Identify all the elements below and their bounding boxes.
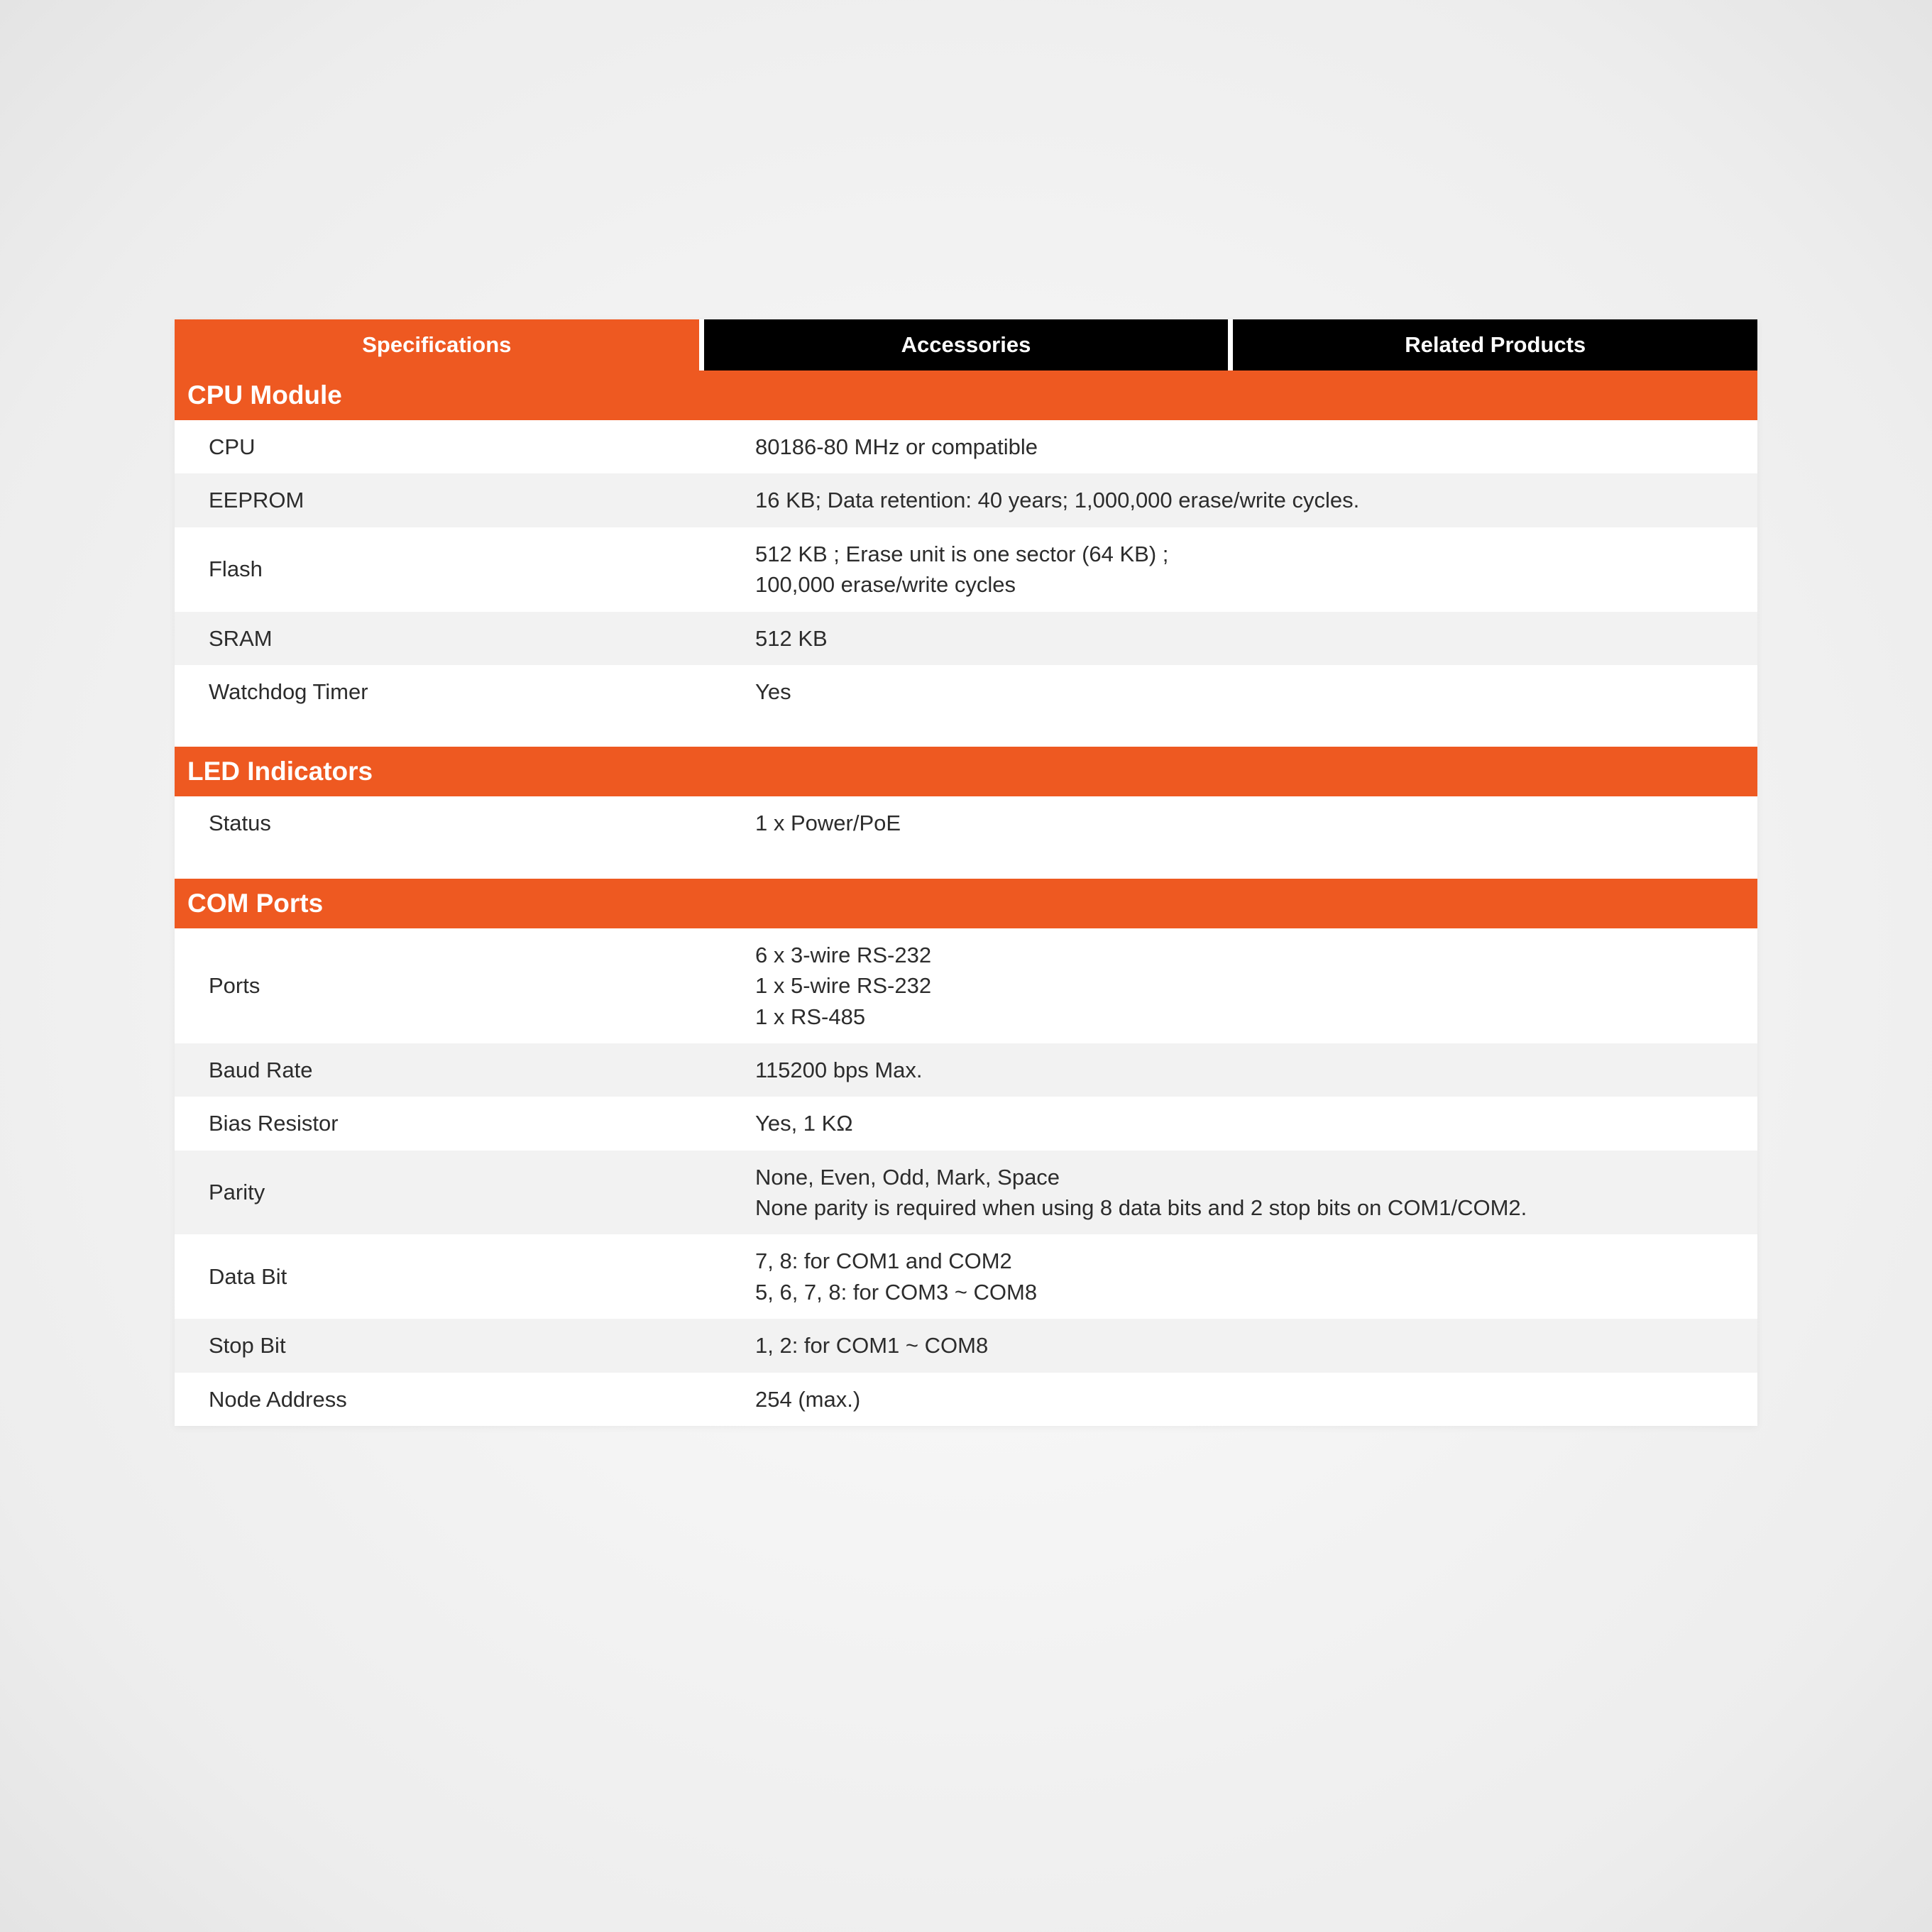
section-title: LED Indicators bbox=[187, 757, 373, 786]
spec-value: 512 KB ; Erase unit is one sector (64 KB… bbox=[720, 539, 1757, 600]
spec-label: Flash bbox=[175, 539, 720, 600]
spec-row: CPU 80186-80 MHz or compatible bbox=[175, 420, 1757, 473]
spec-value: 1 x Power/PoE bbox=[720, 808, 1757, 838]
tab-specifications[interactable]: Specifications bbox=[175, 319, 699, 371]
spec-row: Node Address 254 (max.) bbox=[175, 1373, 1757, 1426]
spec-row: SRAM 512 KB bbox=[175, 612, 1757, 665]
spec-label: Watchdog Timer bbox=[175, 676, 720, 707]
spec-label: Bias Resistor bbox=[175, 1108, 720, 1138]
section-title: CPU Module bbox=[187, 380, 342, 410]
spec-row: Watchdog Timer Yes bbox=[175, 665, 1757, 718]
spec-label: CPU bbox=[175, 432, 720, 462]
spec-label: Stop Bit bbox=[175, 1330, 720, 1361]
tab-accessories[interactable]: Accessories bbox=[704, 319, 1229, 371]
spec-label: SRAM bbox=[175, 623, 720, 654]
section-title: COM Ports bbox=[187, 889, 323, 918]
section-gap bbox=[175, 718, 1757, 747]
spec-label: Ports bbox=[175, 940, 720, 1032]
spec-row: EEPROM 16 KB; Data retention: 40 years; … bbox=[175, 473, 1757, 527]
spec-value: 1, 2: for COM1 ~ COM8 bbox=[720, 1330, 1757, 1361]
spec-label: Data Bit bbox=[175, 1246, 720, 1307]
spec-value: 7, 8: for COM1 and COM2 5, 6, 7, 8: for … bbox=[720, 1246, 1757, 1307]
spec-value: 512 KB bbox=[720, 623, 1757, 654]
spec-value: Yes bbox=[720, 676, 1757, 707]
section-gap bbox=[175, 850, 1757, 879]
spec-label: EEPROM bbox=[175, 485, 720, 515]
spec-label: Baud Rate bbox=[175, 1055, 720, 1085]
spec-value: 115200 bps Max. bbox=[720, 1055, 1757, 1085]
spec-value: 16 KB; Data retention: 40 years; 1,000,0… bbox=[720, 485, 1757, 515]
section-body-led-indicators: Status 1 x Power/PoE bbox=[175, 796, 1757, 850]
tabs: Specifications Accessories Related Produ… bbox=[175, 319, 1757, 371]
spec-value: Yes, 1 KΩ bbox=[720, 1108, 1757, 1138]
spec-row: Flash 512 KB ; Erase unit is one sector … bbox=[175, 527, 1757, 612]
spec-value: 6 x 3-wire RS-232 1 x 5-wire RS-232 1 x … bbox=[720, 940, 1757, 1032]
spec-value: 254 (max.) bbox=[720, 1384, 1757, 1415]
section-header-led-indicators: LED Indicators bbox=[175, 747, 1757, 796]
tab-label: Accessories bbox=[901, 332, 1031, 357]
spec-row: Status 1 x Power/PoE bbox=[175, 796, 1757, 850]
spec-row: Ports 6 x 3-wire RS-232 1 x 5-wire RS-23… bbox=[175, 928, 1757, 1043]
spec-row: Bias Resistor Yes, 1 KΩ bbox=[175, 1097, 1757, 1150]
section-header-cpu-module: CPU Module bbox=[175, 371, 1757, 420]
tab-label: Specifications bbox=[362, 332, 511, 357]
spec-row: Data Bit 7, 8: for COM1 and COM2 5, 6, 7… bbox=[175, 1234, 1757, 1319]
section-body-cpu-module: CPU 80186-80 MHz or compatible EEPROM 16… bbox=[175, 420, 1757, 718]
spec-label: Parity bbox=[175, 1162, 720, 1224]
spec-label: Status bbox=[175, 808, 720, 838]
spec-row: Stop Bit 1, 2: for COM1 ~ COM8 bbox=[175, 1319, 1757, 1372]
spec-row: Parity None, Even, Odd, Mark, Space None… bbox=[175, 1151, 1757, 1235]
spec-container: Specifications Accessories Related Produ… bbox=[175, 319, 1757, 1426]
spec-label: Node Address bbox=[175, 1384, 720, 1415]
section-header-com-ports: COM Ports bbox=[175, 879, 1757, 928]
tab-label: Related Products bbox=[1405, 332, 1586, 357]
spec-value: None, Even, Odd, Mark, Space None parity… bbox=[720, 1162, 1757, 1224]
spec-row: Baud Rate 115200 bps Max. bbox=[175, 1043, 1757, 1097]
section-body-com-ports: Ports 6 x 3-wire RS-232 1 x 5-wire RS-23… bbox=[175, 928, 1757, 1426]
spec-value: 80186-80 MHz or compatible bbox=[720, 432, 1757, 462]
tab-related-products[interactable]: Related Products bbox=[1233, 319, 1757, 371]
